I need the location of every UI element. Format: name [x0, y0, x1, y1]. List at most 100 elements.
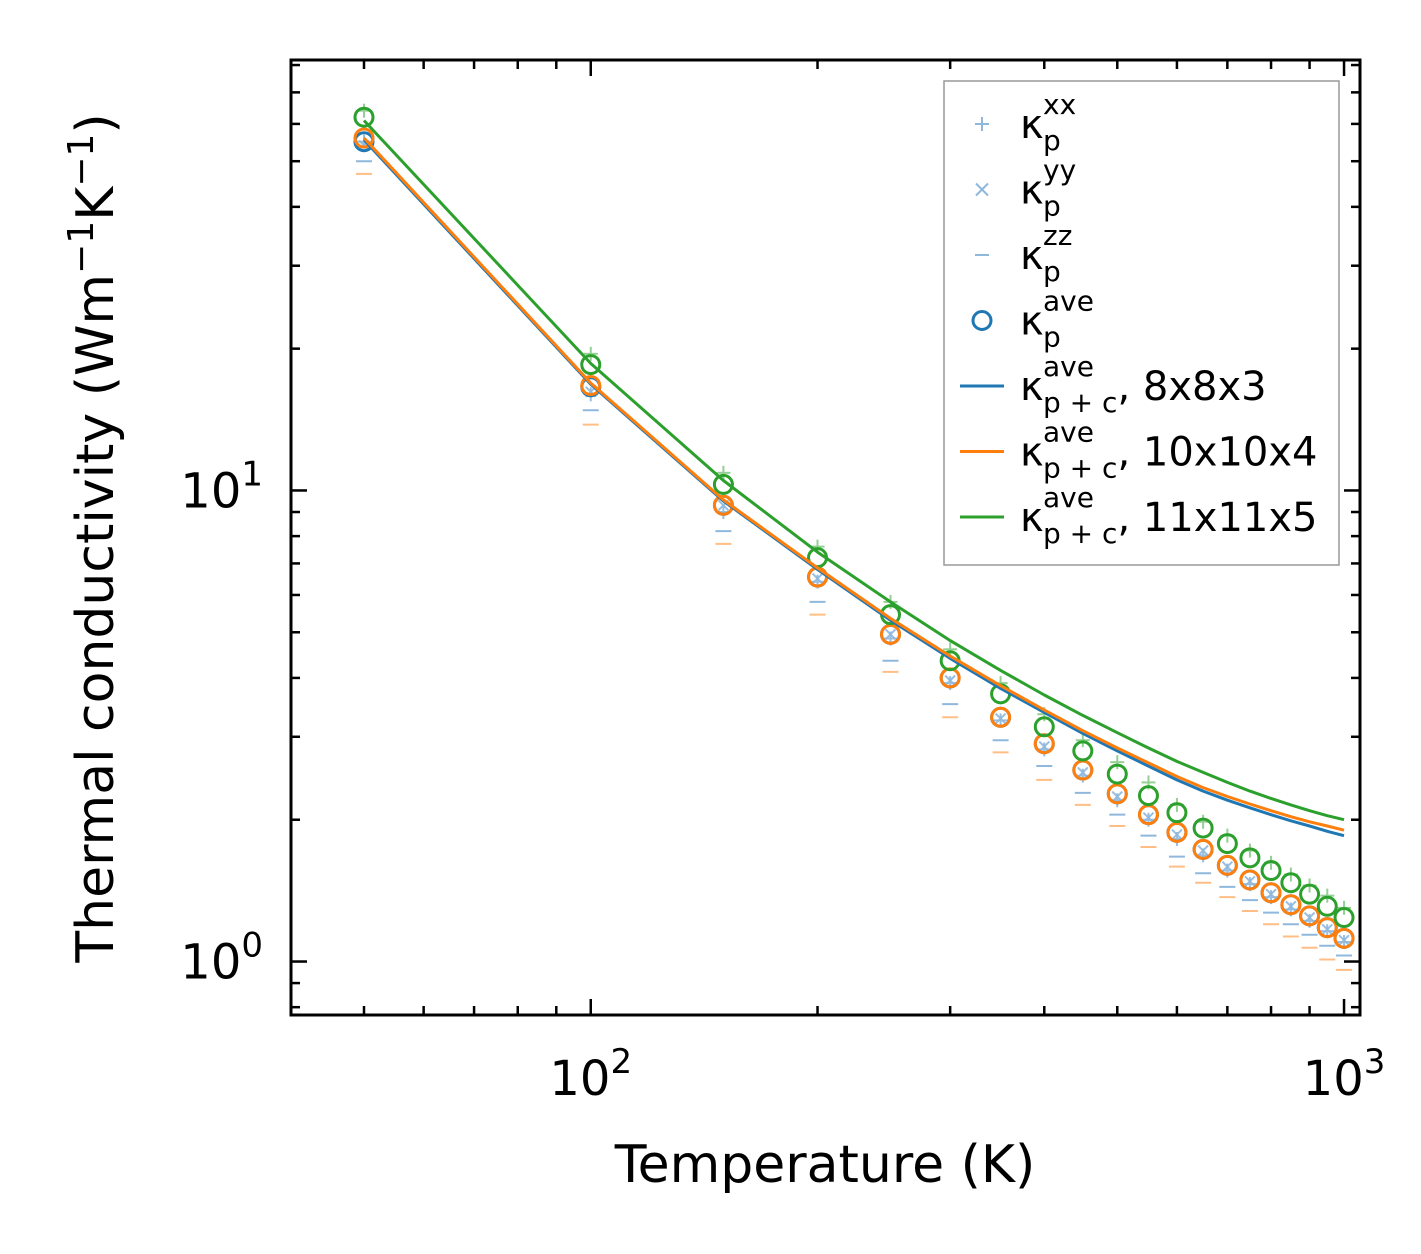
legend-entry-3: κave p: [971, 285, 1094, 354]
kave-orange-point-50: [353, 127, 375, 149]
kave-orange-point-900: [1299, 905, 1321, 927]
kxx-green-point-500: [1110, 755, 1125, 770]
kyy-point-250: [884, 628, 897, 641]
kyy-point-850: [1285, 900, 1297, 912]
legend-entry-2: κzz p: [975, 219, 1072, 288]
kyy-point-1000-b: [1338, 934, 1350, 946]
axes-frame: [289, 58, 1362, 1017]
kave-orange-point-750: [1239, 869, 1261, 891]
kave-orange-point-950: [1316, 917, 1338, 939]
y-tick-label-1: 100: [180, 926, 263, 991]
kyy-point-900: [1303, 911, 1316, 924]
axes-layer: [289, 58, 1362, 1017]
legend-symbol: κ: [1020, 168, 1044, 214]
kave-green-point-550: [1137, 785, 1159, 807]
kyy-point-950-b: [1321, 923, 1333, 936]
kave-green-point-750: [1239, 847, 1261, 869]
x-tick-label-100: 102: [549, 1042, 632, 1107]
kyy-point-700: [1221, 860, 1234, 873]
kyy-point-200: [811, 572, 824, 585]
kave-green-point-800: [1260, 860, 1282, 882]
legend-entry-1: κyy p: [975, 154, 1076, 223]
plot-series-layer: [353, 103, 1355, 971]
legend-sup: ave: [1043, 416, 1094, 449]
legend-entry-0: κxx p: [975, 88, 1076, 157]
kxx-green-point-950: [1320, 888, 1335, 903]
legend-symbol: κ: [1020, 299, 1044, 345]
legend-circle-marker: [971, 310, 993, 331]
kyy-point-950: [1321, 923, 1333, 936]
kyy-point-450-b: [1077, 766, 1089, 779]
kyy-point-550-b: [1142, 811, 1155, 824]
x-tick-base: 10: [549, 1051, 610, 1107]
legend-sup: ave: [1043, 350, 1094, 383]
legend-frame: [943, 80, 1340, 566]
kxx-green-point-150: [716, 465, 731, 480]
legend-label-0: κxx p: [1020, 88, 1076, 157]
y-tick-exp: 0: [241, 926, 263, 966]
kyy-point-900-b: [1303, 911, 1316, 924]
kyy-point-750-b: [1244, 875, 1256, 888]
y-axis-label-end: ): [66, 113, 126, 133]
kyy-point-800: [1265, 888, 1277, 900]
kyy-point-700-b: [1221, 860, 1234, 873]
y-tick-base: 10: [180, 463, 241, 519]
kave-orange-point-350: [990, 706, 1012, 728]
kave-orange-point-800: [1260, 882, 1282, 904]
kyy-point-200-b: [811, 572, 824, 585]
kyy-point-600: [1171, 828, 1183, 841]
legend-cross-marker-b: [975, 182, 989, 197]
kave-orange-point-250: [880, 623, 902, 645]
y-axis-label-mid: K: [66, 185, 126, 221]
series-line-10x10x4: [362, 136, 1345, 832]
kyy-point-650: [1197, 844, 1209, 857]
kxx-green-point-300: [943, 642, 958, 657]
kyy-point-650-b: [1197, 844, 1209, 857]
legend-label-1: κyy p: [1020, 154, 1076, 223]
legend-entry-5: κave p + c, 10x10x4: [960, 416, 1317, 485]
kave-orange-point-650: [1192, 838, 1214, 860]
kave-orange-point-500: [1106, 783, 1128, 805]
kyy-point-300-b: [944, 674, 956, 687]
kave-green-point-900: [1299, 883, 1321, 905]
legend-sub: p + c: [1043, 452, 1117, 485]
x-tick-exp: 2: [610, 1042, 632, 1082]
kave-green-point-1000: [1333, 907, 1355, 929]
legend-symbol: κ: [1020, 364, 1044, 410]
kxx-green-point-100: [583, 346, 598, 361]
legend-symbol: κ: [1020, 430, 1044, 476]
legend-sub: p: [1043, 124, 1061, 157]
legend-suffix: , 8x8x3: [1117, 364, 1266, 410]
kyy-point-850-b: [1285, 900, 1297, 912]
kave-green-point-600: [1166, 802, 1188, 824]
x-tick-exp: 3: [1364, 1042, 1386, 1082]
kave-green-point-50: [353, 106, 375, 128]
legend-entry-6: κave p + c, 11x11x5: [960, 481, 1317, 550]
legend-sub: p: [1043, 321, 1061, 354]
kave-orange-point-700: [1216, 854, 1238, 876]
y-axis-label-main: Thermal conductivity (Wm: [66, 274, 126, 964]
legend-sup: yy: [1043, 154, 1076, 187]
kave-green-point-450: [1072, 740, 1094, 762]
kave-green-point-100: [580, 354, 602, 376]
legend-label-5: κave p + c, 10x10x4: [1020, 416, 1317, 485]
legend-entry-4: κave p + c, 8x8x3: [960, 350, 1267, 419]
legend-sup: ave: [1043, 285, 1094, 318]
legend-sup: xx: [1043, 88, 1076, 121]
x-tick-label-1000: 103: [1303, 1042, 1386, 1107]
kave-orange-point-600: [1166, 821, 1188, 843]
kyy-point-1000: [1338, 934, 1350, 946]
kave-green-point-650: [1192, 817, 1214, 839]
kyy-point-350-b: [994, 712, 1007, 725]
kave-orange-point-1000: [1333, 927, 1355, 949]
series-line-11x11x5: [362, 119, 1345, 822]
kyy-point-500-b: [1111, 790, 1123, 803]
legend-symbol: κ: [1020, 495, 1044, 541]
kyy-point-800-b: [1265, 888, 1277, 900]
kyy-point-550: [1142, 811, 1155, 824]
y-tick-label-10: 101: [180, 454, 263, 519]
x-tick-base: 10: [1303, 1051, 1364, 1107]
kave-orange-point-100: [580, 375, 602, 397]
